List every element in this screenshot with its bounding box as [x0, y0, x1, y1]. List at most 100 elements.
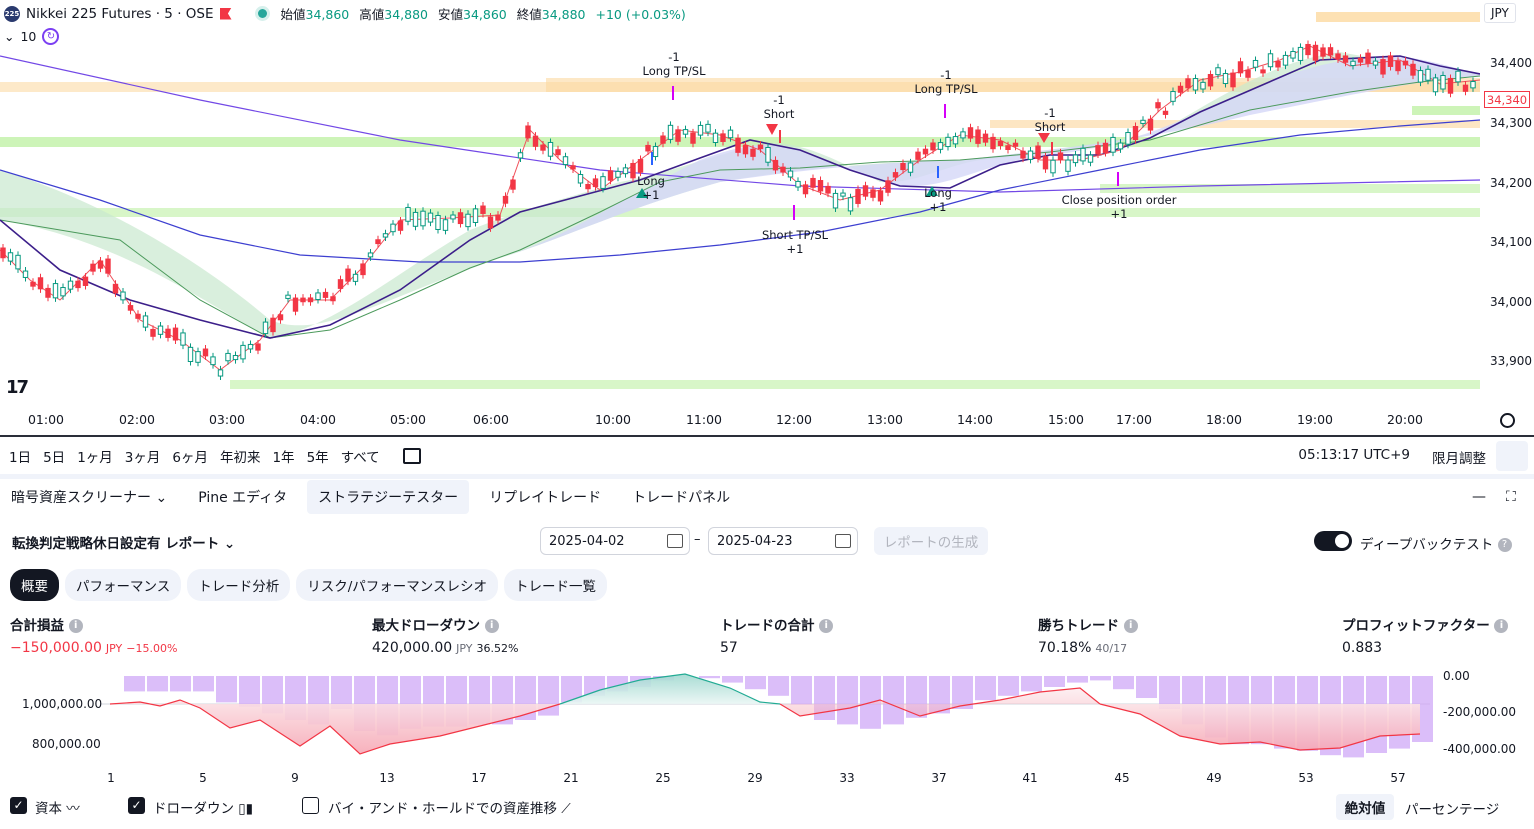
- candle-body: [742, 145, 749, 155]
- strategy-report-title[interactable]: 転換判定戦略休日設定有 レポート ⌄: [12, 536, 236, 552]
- tab-overview[interactable]: 概要: [10, 569, 59, 601]
- flag-icon[interactable]: [219, 7, 232, 20]
- clock-display[interactable]: 05:13:17 UTC+9: [1298, 447, 1410, 463]
- candle-body: [1080, 147, 1086, 162]
- candle-body: [367, 252, 374, 258]
- tab-performance[interactable]: パフォーマンス: [65, 569, 182, 601]
- candle-body: [292, 297, 299, 312]
- candle-body: [1035, 145, 1041, 159]
- candle-body: [82, 276, 89, 286]
- tab-replay-trade[interactable]: リプレイトレード: [489, 490, 602, 506]
- candle-body: [1342, 55, 1349, 63]
- candle-body: [1387, 55, 1394, 67]
- candle-body: [1335, 53, 1341, 60]
- candle-body: [900, 163, 906, 171]
- candle-body: [1320, 47, 1326, 57]
- candle-body: [1162, 110, 1169, 115]
- range-button[interactable]: 5年: [306, 450, 329, 466]
- price-change: +10 (+0.03%): [595, 7, 686, 22]
- support-zone: [1412, 106, 1480, 115]
- equity-drawdown-chart[interactable]: [0, 664, 1534, 768]
- candle-body: [1050, 159, 1056, 174]
- drawdown-bar: [561, 676, 582, 703]
- currency-selector[interactable]: JPY: [1484, 3, 1516, 23]
- metric-net-profit: 合計損益 i −150,000.00 JPY −15.00%: [10, 618, 178, 656]
- tab-crypto-screener[interactable]: 暗号資産スクリーナー ⌄: [11, 490, 168, 506]
- range-button[interactable]: 3ヶ月: [124, 450, 161, 466]
- candle-body: [600, 176, 606, 189]
- equity-checkbox[interactable]: ✓: [10, 797, 27, 814]
- metric-total-trades: トレードの合計 i 57: [720, 614, 834, 656]
- candle-body: [315, 292, 321, 301]
- chart-canvas[interactable]: [0, 0, 1480, 408]
- collapse-icon[interactable]: [1496, 441, 1528, 471]
- candle-body: [945, 136, 951, 148]
- candle-body: [135, 313, 141, 319]
- trade-annotation: -1 Long TP/SL: [642, 50, 706, 78]
- tradingview-logo-icon[interactable]: 17: [6, 377, 29, 398]
- price-label: 34,000: [1490, 295, 1532, 309]
- date-to-field[interactable]: 2025-04-23: [708, 527, 858, 555]
- candle-body: [502, 195, 509, 204]
- price-chart[interactable]: 225 Nikkei 225 Futures · 5 · OSE 始値34,86…: [0, 0, 1534, 437]
- drawdown-bar: [1136, 676, 1157, 698]
- candle-body: [232, 355, 239, 361]
- candle-body: [427, 212, 434, 223]
- minimize-icon[interactable]: —: [1472, 489, 1486, 505]
- gear-icon[interactable]: [1500, 413, 1515, 428]
- candle-body: [1365, 52, 1371, 64]
- trade-annotation: -1 Short: [763, 93, 795, 121]
- symbol-title[interactable]: Nikkei 225 Futures · 5 · OSE: [26, 5, 214, 22]
- interval-value[interactable]: 10: [20, 29, 37, 44]
- candle-body: [817, 180, 824, 192]
- candle-body: [1372, 60, 1379, 66]
- time-label: 13:00: [866, 412, 904, 427]
- candle-body: [60, 287, 66, 297]
- tab-trade-analysis[interactable]: トレード分析: [187, 569, 291, 601]
- refresh-icon[interactable]: ↻: [42, 28, 60, 45]
- chevron-down-icon[interactable]: ⌄: [4, 29, 15, 44]
- buy-hold-label: バイ・アンド・ホールドでの資産推移 ⟋: [328, 801, 571, 817]
- chevron-down-icon: ⌄: [223, 536, 236, 552]
- range-button[interactable]: 6ヶ月: [172, 450, 208, 466]
- candle-body: [967, 127, 974, 139]
- date-from-field[interactable]: 2025-04-02: [540, 527, 690, 555]
- calendar-icon: [835, 534, 851, 548]
- absolute-value-button[interactable]: 絶対値: [1336, 794, 1394, 820]
- panel-divider[interactable]: [0, 474, 1534, 479]
- tab-trade-list[interactable]: トレード一覧: [504, 569, 608, 601]
- trade-annotation: Long +1: [924, 186, 952, 214]
- drawdown-bar: [745, 676, 766, 690]
- tab-strategy-tester[interactable]: ストラテジーテスター: [307, 480, 470, 514]
- candle-body: [585, 183, 591, 190]
- range-button[interactable]: すべて: [340, 450, 380, 466]
- range-button[interactable]: 1年: [272, 450, 295, 466]
- calendar-icon[interactable]: [402, 448, 421, 464]
- candle-body: [1350, 60, 1356, 67]
- range-button[interactable]: 年初来: [219, 450, 261, 466]
- generate-report-button[interactable]: レポートの生成: [874, 527, 988, 555]
- deep-backtest-toggle[interactable]: [1314, 531, 1352, 551]
- drawdown-checkbox[interactable]: ✓: [128, 797, 145, 814]
- metric-profit-factor: プロフィットファクター i 0.883: [1342, 614, 1509, 656]
- tab-trade-panel[interactable]: トレードパネル: [632, 490, 731, 506]
- candle-body: [1057, 152, 1064, 161]
- candle-body: [210, 356, 216, 366]
- support-zone: [230, 380, 1480, 389]
- percentage-button[interactable]: パーセンテージ: [1405, 802, 1500, 818]
- tab-pine-editor[interactable]: Pine エディタ: [198, 490, 288, 506]
- drawdown-bar: [147, 676, 168, 692]
- contract-adjust-button[interactable]: 限月調整: [1432, 451, 1486, 467]
- candle-body: [1102, 142, 1109, 154]
- candle-body: [270, 317, 276, 333]
- time-label: 14:00: [956, 412, 994, 427]
- drawdown-bar: [216, 676, 237, 703]
- buy-hold-checkbox[interactable]: [302, 797, 319, 814]
- range-button[interactable]: 5日: [43, 450, 66, 466]
- range-button[interactable]: 1ヶ月: [77, 450, 113, 466]
- range-button[interactable]: 1日: [9, 450, 32, 466]
- tab-risk-ratio[interactable]: リスク/パフォーマンスレシオ: [296, 569, 499, 601]
- candle-body: [915, 151, 921, 160]
- candle-body: [412, 211, 419, 227]
- maximize-icon[interactable]: ⛶: [1506, 489, 1516, 505]
